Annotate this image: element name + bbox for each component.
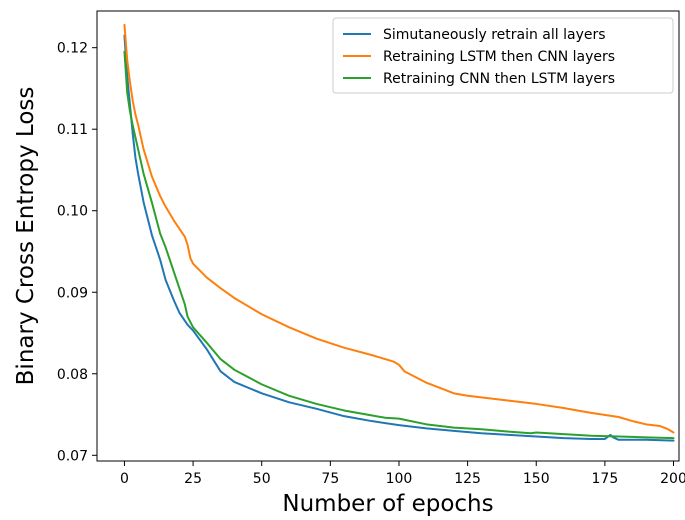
- legend-label-3: Retraining CNN then LSTM layers: [383, 71, 615, 87]
- y-tick-label: 0.10: [57, 204, 88, 220]
- x-tick-label: 175: [592, 471, 619, 487]
- x-tick-label: 25: [184, 471, 202, 487]
- legend-label-1: Simutaneously retrain all layers: [383, 27, 606, 43]
- series-line-2: [123, 23, 675, 434]
- y-tick-label: 0.11: [57, 122, 88, 138]
- x-tick-label: 75: [321, 471, 339, 487]
- y-tick-label: 0.09: [57, 285, 88, 301]
- x-axis-ticks: 0 25 50 75 100 125 150 175 200: [120, 461, 685, 487]
- series-line-1: [123, 34, 675, 442]
- legend-items: Simutaneously retrain all layers Retraini…: [343, 27, 615, 87]
- y-tick-label: 0.12: [57, 41, 88, 57]
- y-axis-ticks: 0.07 0.08 0.09 0.10 0.11 0.12: [57, 41, 97, 464]
- y-axis-title: Binary Cross Entropy Loss: [13, 87, 39, 386]
- x-tick-label: 50: [253, 471, 271, 487]
- x-tick-label: 125: [454, 471, 481, 487]
- plot-frame: [96, 10, 680, 462]
- series-line-3: [123, 50, 675, 440]
- x-tick-label: 150: [523, 471, 550, 487]
- legend-label-2: Retraining LSTM then CNN layers: [383, 49, 615, 65]
- series-layer: [123, 23, 675, 442]
- y-tick-label: 0.07: [57, 448, 88, 464]
- y-tick-label: 0.08: [57, 367, 88, 383]
- legend: Simutaneously retrain all layers Retraini…: [332, 17, 674, 94]
- x-axis-title: Number of epochs: [282, 491, 493, 517]
- x-tick-label: 200: [660, 471, 685, 487]
- x-tick-label: 100: [386, 471, 413, 487]
- legend-box: [332, 17, 674, 94]
- x-tick-label: 0: [120, 471, 129, 487]
